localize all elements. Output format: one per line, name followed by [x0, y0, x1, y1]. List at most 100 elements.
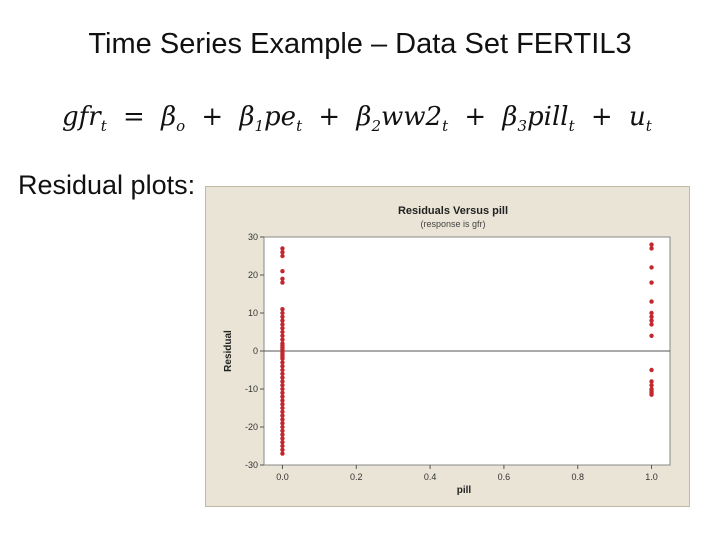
eq-b3: β	[502, 102, 518, 132]
eq-b2-sub: 2	[371, 117, 381, 136]
residual-point	[280, 424, 285, 430]
residual-point	[280, 390, 285, 395]
residual-point	[280, 246, 285, 251]
residual-point	[280, 367, 285, 373]
x-tick-label: 0.2	[350, 472, 363, 482]
residual-point	[280, 379, 285, 384]
residual-point	[280, 440, 285, 445]
x-tick-label: 0.4	[424, 472, 437, 482]
y-tick-label: -30	[245, 460, 258, 470]
eq-b1-sub: 1	[254, 117, 265, 136]
residual-point	[280, 451, 285, 456]
y-axis-label: Residual	[223, 330, 234, 372]
residual-point	[280, 421, 285, 426]
residual-point	[280, 417, 285, 422]
y-tick-label: 10	[248, 308, 258, 318]
residual-plots-label: Residual plots:	[18, 170, 196, 200]
eq-b3-sub: 3	[517, 117, 527, 136]
eq-b0: β	[161, 102, 177, 132]
residual-point	[280, 383, 285, 388]
eq-lhs: gfr	[62, 102, 101, 132]
x-tick-label: 0.0	[276, 472, 289, 482]
eq-plus-1: +	[201, 102, 224, 132]
residual-point	[280, 253, 285, 259]
eq-x2: ww2	[381, 102, 443, 132]
residual-point	[649, 367, 654, 373]
residual-point	[280, 337, 285, 342]
residual-point	[280, 386, 285, 392]
eq-b1: β	[239, 102, 255, 132]
residual-point	[280, 428, 285, 433]
residual-point	[280, 322, 285, 327]
residual-point	[280, 394, 285, 399]
residual-point	[280, 432, 285, 437]
residual-point	[280, 329, 285, 335]
residual-point	[649, 322, 654, 327]
residual-point	[280, 333, 285, 338]
eq-x1: pe	[264, 102, 297, 132]
eq-u-sub: t	[645, 117, 652, 136]
residual-point	[280, 307, 285, 312]
y-tick-label: 0	[253, 346, 258, 356]
residual-point	[280, 326, 285, 331]
eq-x1-sub: t	[296, 117, 303, 136]
residual-point	[280, 364, 285, 369]
residual-point	[280, 405, 285, 411]
slide-title: Time Series Example – Data Set FERTIL3	[88, 28, 632, 60]
residual-point	[649, 280, 654, 285]
residual-point	[280, 354, 285, 359]
chart-subtitle: (response is gfr)	[420, 219, 485, 229]
chart-title: Residuals Versus pill	[398, 205, 508, 217]
eq-plus-2: +	[318, 102, 341, 132]
residual-point	[280, 250, 285, 255]
eq-x3-sub: t	[568, 117, 575, 136]
residual-point	[280, 375, 285, 380]
residual-point	[280, 276, 285, 281]
eq-plus-4: +	[590, 102, 613, 132]
residual-point	[280, 409, 285, 414]
residual-point	[280, 310, 285, 316]
residual-point	[280, 343, 285, 348]
points-layer	[280, 242, 654, 456]
residual-point	[649, 314, 654, 319]
x-axis-label: pill	[457, 485, 472, 496]
residual-point	[280, 443, 285, 449]
chart-frame: Residuals Versus pill (response is gfr) …	[205, 186, 690, 507]
x-tick-label: 1.0	[645, 472, 658, 482]
regression-equation: gfrt = βo + β1pet + β2ww2t + β3pillt + u…	[62, 102, 652, 135]
residual-point	[280, 398, 285, 403]
residual-point	[280, 436, 285, 441]
residual-point	[280, 318, 285, 323]
residual-point	[280, 371, 285, 376]
eq-equals: =	[123, 102, 145, 132]
ticks-layer: 30 20 10 0 -10 -20 -30 0.0 0.2 0.4 0.6 0.8 1.0	[245, 232, 670, 482]
residual-point	[649, 246, 654, 251]
residual-point	[649, 242, 654, 247]
x-tick-label: 0.6	[498, 472, 511, 482]
residual-point	[280, 360, 285, 365]
residual-point	[649, 265, 654, 270]
residual-point	[280, 447, 285, 452]
x-tick-label: 0.8	[571, 472, 584, 482]
y-tick-label: 20	[248, 270, 258, 280]
residual-point	[649, 379, 654, 384]
eq-u: u	[628, 102, 646, 132]
y-tick-label: -10	[245, 384, 258, 394]
eq-plus-3: +	[464, 102, 487, 132]
eq-b2: β	[356, 102, 372, 132]
residual-point	[649, 310, 654, 316]
residual-point	[649, 299, 654, 304]
residual-point	[649, 392, 654, 397]
eq-b0-sub: o	[176, 117, 186, 136]
residual-point	[280, 413, 285, 418]
y-tick-label: 30	[248, 232, 258, 242]
eq-lhs-sub: t	[100, 117, 107, 136]
residual-point	[280, 269, 285, 274]
eq-x2-sub: t	[442, 117, 449, 136]
y-tick-label: -20	[245, 422, 258, 432]
eq-x3: pill	[527, 102, 569, 132]
residuals-chart: Residuals Versus pill (response is gfr) …	[223, 205, 671, 496]
residual-point	[280, 402, 285, 407]
residual-point	[649, 318, 654, 323]
residual-point	[649, 333, 654, 338]
